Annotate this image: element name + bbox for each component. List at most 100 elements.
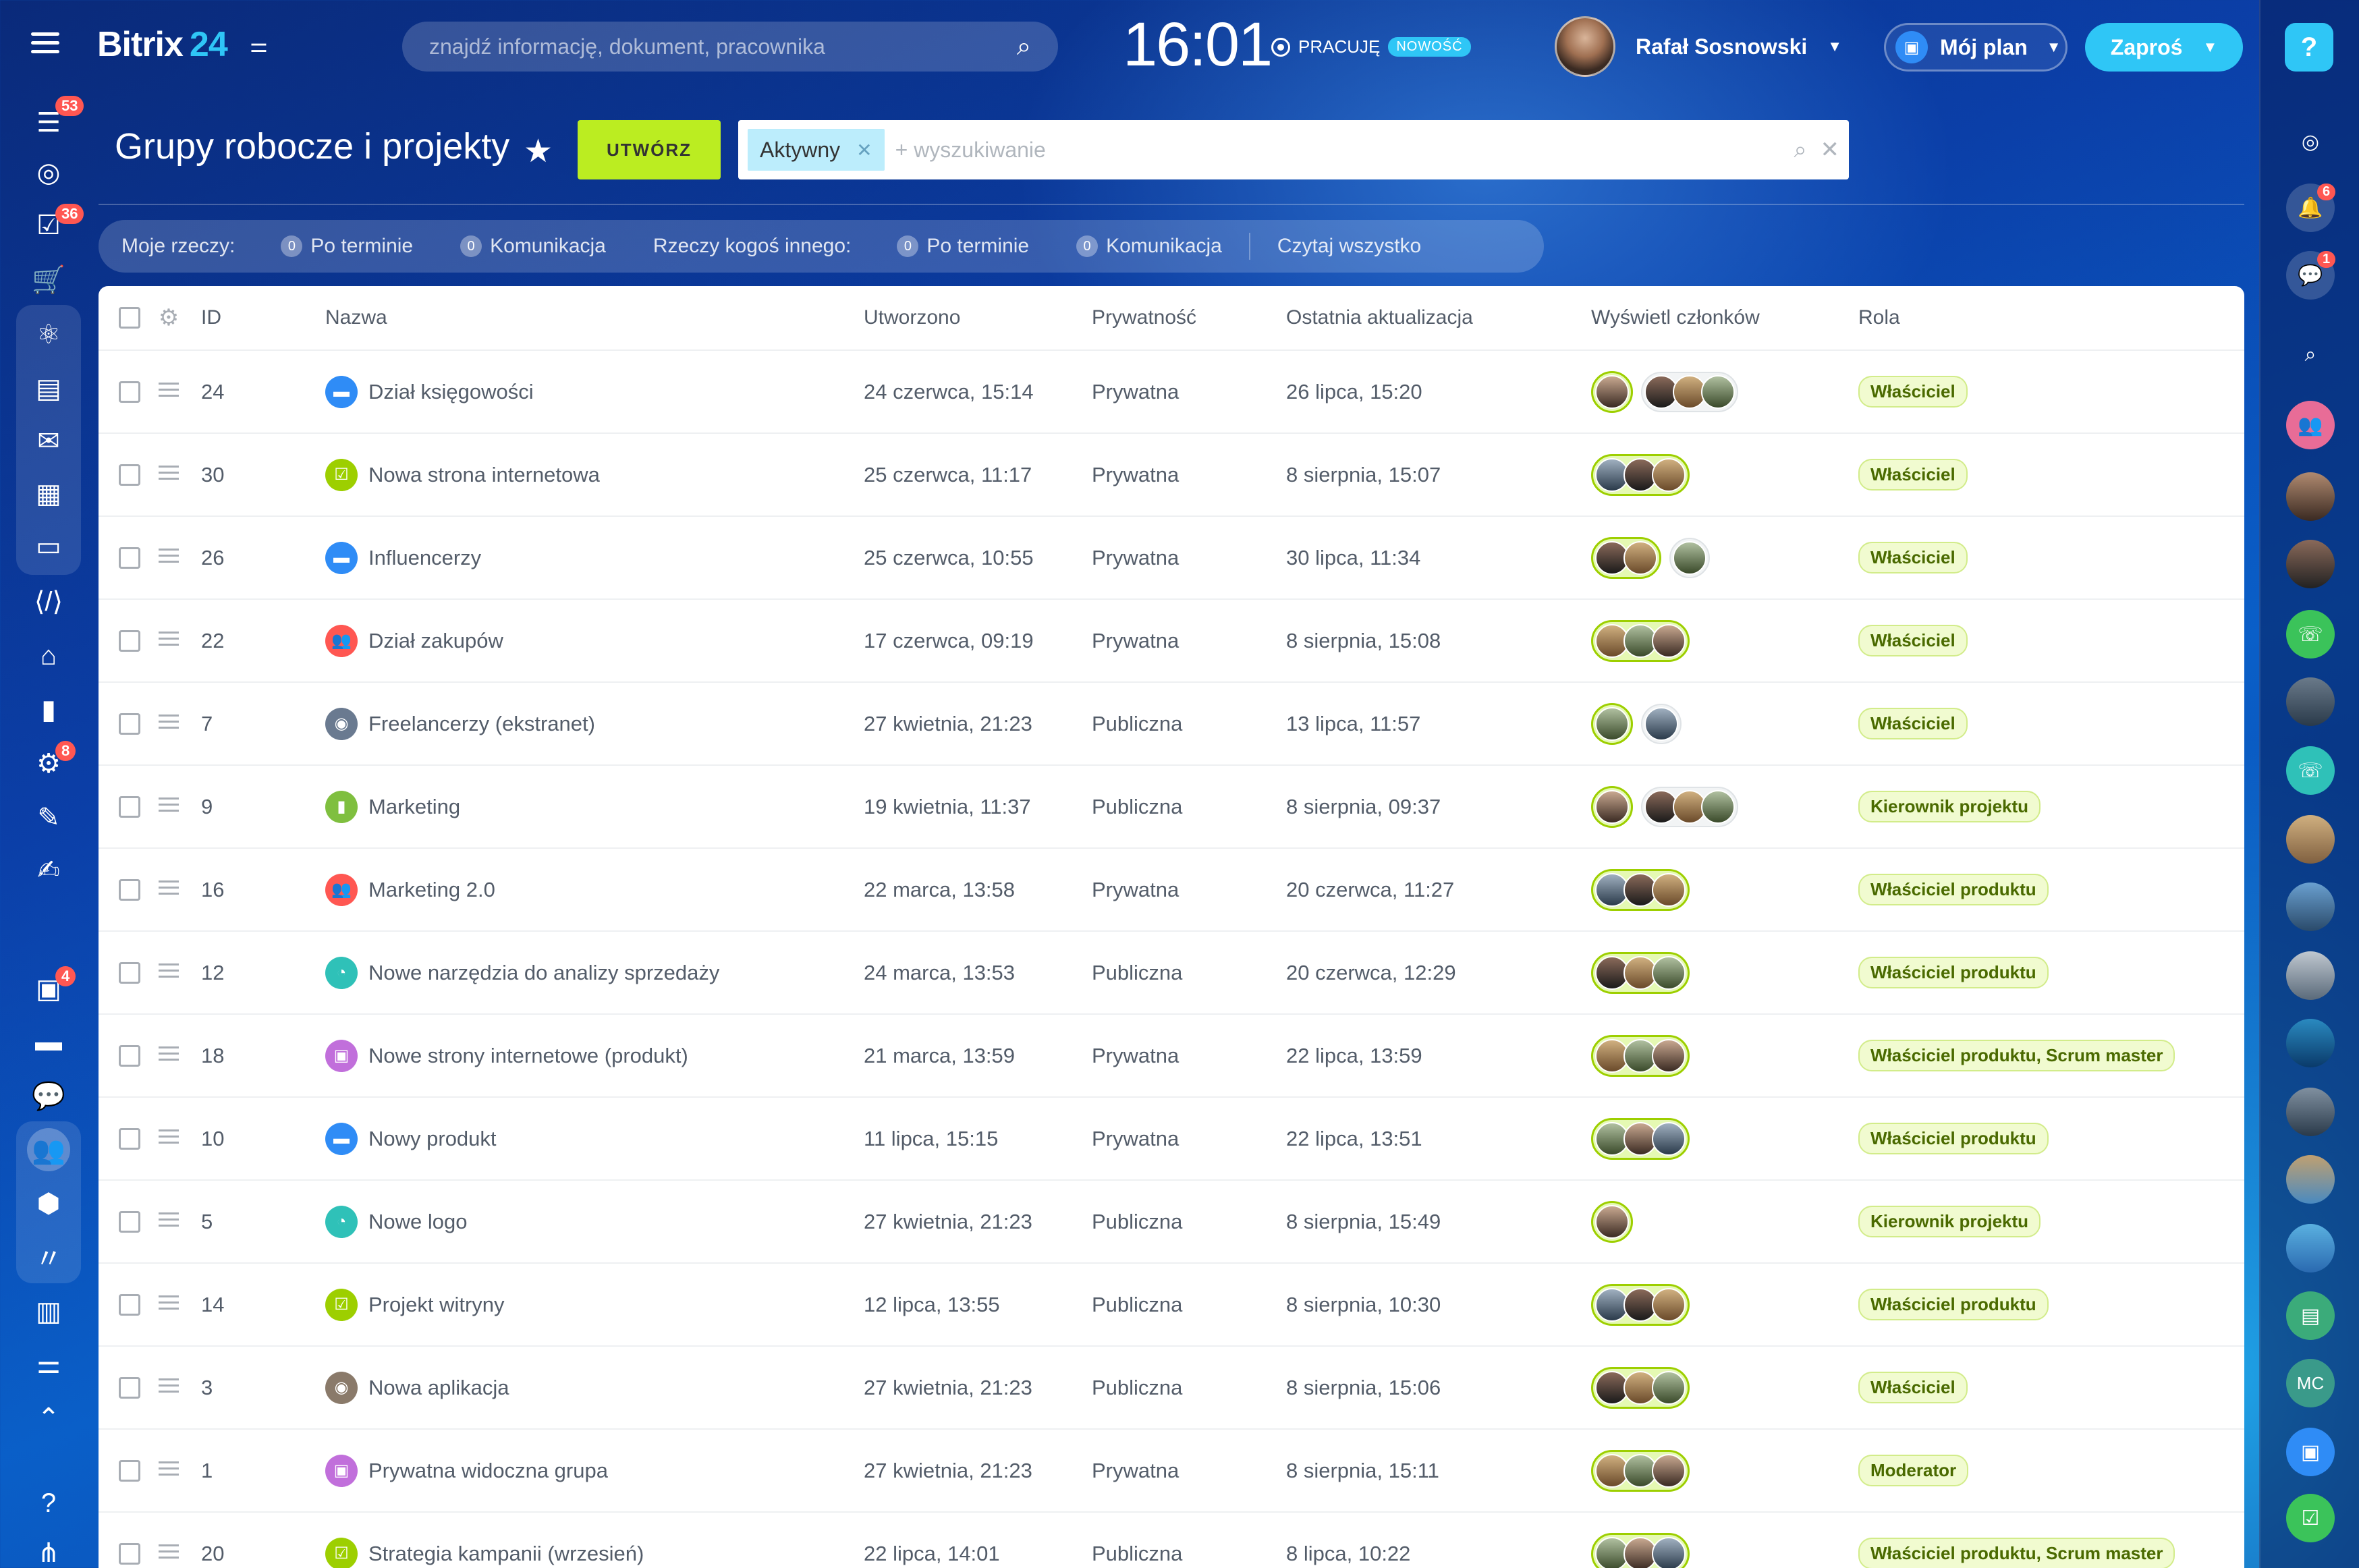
member-avatar[interactable]	[1673, 540, 1706, 575]
help-icon[interactable]: ?	[40, 1488, 57, 1518]
clear-icon[interactable]: ✕	[1820, 137, 1840, 163]
group-name-link[interactable]: Nowe logo	[368, 1209, 468, 1233]
member-avatar[interactable]	[1652, 1038, 1686, 1073]
owners-group[interactable]	[1591, 1117, 1690, 1160]
user-name[interactable]: Rafał Sosnowski	[1636, 34, 1808, 59]
code-icon[interactable]: ⟨/⟩	[34, 587, 63, 617]
member-avatar[interactable]	[1701, 789, 1735, 824]
member-avatar[interactable]	[1652, 955, 1686, 990]
member-avatar[interactable]	[1652, 872, 1686, 907]
structure-icon[interactable]: ⋔	[37, 1538, 60, 1568]
collapse-icon[interactable]: ⌃	[37, 1403, 60, 1433]
owners-group[interactable]	[1591, 619, 1690, 662]
owners-group[interactable]	[1591, 370, 1633, 413]
my-plan-button[interactable]: ▣ Mój plan ▼	[1884, 23, 2067, 72]
member-avatar[interactable]	[1595, 706, 1629, 741]
search-bar[interactable]: ⌕	[402, 22, 1058, 72]
phone-icon[interactable]: ☏	[2286, 746, 2335, 795]
member-avatar[interactable]	[1652, 1287, 1686, 1322]
member-avatar[interactable]	[1595, 623, 1629, 658]
group-name-link[interactable]: Marketing 2.0	[368, 877, 495, 901]
row-menu-icon[interactable]	[159, 963, 179, 982]
group-avatar[interactable]	[2286, 951, 2335, 1000]
search-input[interactable]	[429, 34, 1017, 59]
row-menu-icon[interactable]	[159, 1129, 179, 1148]
row-checkbox[interactable]	[119, 878, 140, 901]
mc-avatar[interactable]: MC	[2286, 1359, 2335, 1407]
logo-settings-icon[interactable]: ⚌	[250, 34, 268, 57]
apps-icon[interactable]: ▥	[36, 1297, 61, 1326]
logo[interactable]: Bitrix 24	[97, 24, 228, 65]
row-checkbox[interactable]	[119, 464, 140, 486]
owners-group[interactable]	[1591, 453, 1690, 496]
member-avatar[interactable]	[1652, 1536, 1686, 1568]
member-avatar[interactable]	[1595, 540, 1629, 575]
contact-avatar[interactable]	[2286, 677, 2335, 726]
search-icon[interactable]: ⌕	[2304, 343, 2316, 366]
owners-group[interactable]	[1591, 868, 1690, 911]
table-row[interactable]: 12 ◔ Nowe narzędzia do analizy sprzedaży…	[99, 932, 2244, 1015]
group-avatar[interactable]	[2286, 1088, 2335, 1136]
avatar[interactable]	[1555, 16, 1615, 77]
group-name-link[interactable]: Nowa strona internetowa	[368, 462, 600, 486]
filter-box[interactable]: Aktywny ✕ + wyszukiwanie ⌕ ✕	[738, 120, 1849, 179]
table-row[interactable]: 1 ▣ Prywatna widoczna grupa 27 kwietnia,…	[99, 1430, 2244, 1513]
member-avatar[interactable]	[1595, 955, 1629, 990]
row-checkbox[interactable]	[119, 1459, 140, 1482]
row-checkbox[interactable]	[119, 381, 140, 403]
member-avatar[interactable]	[1595, 1121, 1629, 1156]
read-all-link[interactable]: Czytaj wszystko	[1277, 235, 1422, 257]
group-name-link[interactable]: Dział zakupów	[368, 628, 503, 652]
table-row[interactable]: 24 ▬ Dział księgowości 24 czerwca, 15:14…	[99, 351, 2244, 434]
search-icon[interactable]: ⌕	[1794, 136, 1807, 163]
column-header-privacy[interactable]: Prywatność	[1092, 306, 1197, 329]
group-name-link[interactable]: Strategia kampanii (wrzesień)	[368, 1541, 644, 1565]
owners-group[interactable]	[1591, 536, 1661, 579]
select-all-checkbox[interactable]	[119, 307, 140, 329]
document-icon[interactable]: ▭	[36, 532, 61, 561]
member-avatar[interactable]	[1595, 789, 1629, 824]
row-menu-icon[interactable]	[159, 1212, 179, 1231]
row-menu-icon[interactable]	[159, 1295, 179, 1314]
invite-button[interactable]: Zaproś ▼	[2085, 23, 2243, 72]
settings-icon[interactable]: ⚌	[36, 1349, 61, 1379]
group-avatar[interactable]	[2286, 1019, 2335, 1067]
table-row[interactable]: 7 ◉ Freelancerzy (ekstranet) 27 kwietnia…	[99, 683, 2244, 766]
group-name-link[interactable]: Dział księgowości	[368, 379, 534, 403]
group-name-link[interactable]: Nowe narzędzia do analizy sprzedaży	[368, 960, 720, 984]
owners-group[interactable]	[1591, 785, 1633, 828]
help-button[interactable]: ?	[2285, 23, 2333, 72]
mine-comm-counter[interactable]: 0 Komunikacja	[460, 235, 606, 258]
member-avatar[interactable]	[1623, 1370, 1657, 1405]
column-header-updated[interactable]: Ostatnia aktualizacja	[1286, 306, 1473, 329]
member-avatar[interactable]	[1623, 1453, 1657, 1488]
row-checkbox[interactable]	[119, 712, 140, 735]
contact-avatar[interactable]	[2286, 540, 2335, 588]
table-row[interactable]: 9 ▮ Marketing 19 kwietnia, 11:37 Publicz…	[99, 766, 2244, 849]
groups-icon[interactable]: 👥	[27, 1128, 70, 1171]
cart-icon[interactable]: 🛒	[32, 264, 65, 295]
filter-search-input[interactable]: + wyszukiwanie	[895, 137, 1046, 162]
row-checkbox[interactable]	[119, 795, 140, 818]
row-menu-icon[interactable]	[159, 1046, 179, 1065]
member-avatar[interactable]	[1595, 1536, 1629, 1568]
members-group[interactable]	[1641, 371, 1738, 412]
group-name-link[interactable]: Influencerzy	[368, 545, 482, 569]
mail-icon[interactable]: ✉	[37, 426, 60, 456]
work-status[interactable]: PRACUJĘ NOWOŚĆ	[1271, 36, 1471, 57]
column-header-name[interactable]: Nazwa	[325, 306, 387, 329]
group-name-link[interactable]: Prywatna widoczna grupa	[368, 1458, 608, 1482]
member-avatar[interactable]	[1652, 1370, 1686, 1405]
group-chat-avatar[interactable]: 👥	[2286, 401, 2335, 449]
table-row[interactable]: 16 👥 Marketing 2.0 22 marca, 13:58 Prywa…	[99, 849, 2244, 932]
owners-group[interactable]	[1591, 1034, 1690, 1077]
member-avatar[interactable]	[1595, 1287, 1629, 1322]
group-name-link[interactable]: Marketing	[368, 794, 461, 818]
column-header-id[interactable]: ID	[201, 306, 221, 329]
sign-icon[interactable]: ✎	[37, 803, 60, 833]
row-checkbox[interactable]	[119, 1542, 140, 1565]
group-name-link[interactable]: Projekt witryny	[368, 1292, 505, 1316]
drive-icon[interactable]: ▤	[36, 374, 61, 403]
group-name-link[interactable]: Freelancerzy (ekstranet)	[368, 711, 595, 735]
owners-group[interactable]	[1591, 1283, 1690, 1326]
